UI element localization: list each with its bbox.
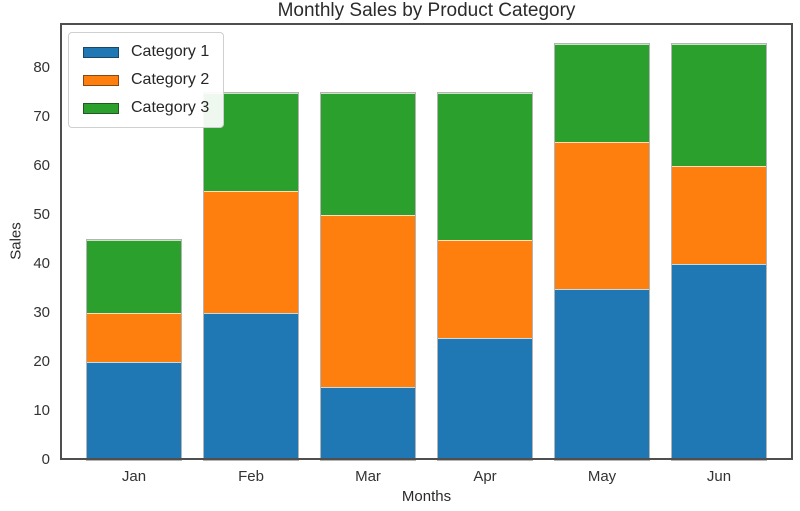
- legend-label: Category 2: [131, 71, 210, 88]
- x-tick-label: Apr: [473, 468, 497, 485]
- chart-title: Monthly Sales by Product Category: [277, 0, 576, 21]
- segment-category-2-may: [555, 141, 649, 289]
- y-axis-label: Sales: [7, 222, 25, 260]
- legend-item-category-2: Category 2: [83, 69, 209, 91]
- legend-swatch-icon: [83, 102, 119, 114]
- segment-category-2-feb: [204, 190, 298, 314]
- y-tick-label: 50: [33, 206, 50, 224]
- y-tick-label: 60: [33, 157, 50, 175]
- x-axis-label: Months: [401, 488, 452, 505]
- segment-category-3-mar: [321, 92, 415, 216]
- x-tick-label: Mar: [355, 468, 381, 485]
- legend-item-category-1: Category 1: [83, 41, 209, 63]
- y-tick-label: 70: [33, 108, 50, 126]
- x-tick-label: May: [587, 468, 617, 485]
- legend-swatch-icon: [83, 46, 119, 58]
- bar-apr: [437, 91, 533, 462]
- segment-category-1-feb: [204, 313, 298, 460]
- segment-category-3-jan: [87, 239, 181, 314]
- segment-category-1-jan: [87, 362, 181, 460]
- segment-category-1-apr: [438, 337, 532, 460]
- segment-category-2-jun: [672, 166, 766, 265]
- legend-swatch-icon: [83, 74, 119, 86]
- legend-label: Category 3: [131, 99, 210, 116]
- bar-feb: [203, 91, 299, 462]
- segment-category-1-jun: [672, 264, 766, 460]
- y-tick-label: 10: [33, 402, 50, 420]
- x-tick-label: Feb: [238, 468, 264, 485]
- legend-item-category-3: Category 3: [83, 97, 209, 119]
- bar-jan: [86, 238, 182, 462]
- legend: Category 1 Category 2 Category 3: [68, 32, 225, 128]
- bar-mar: [320, 91, 416, 462]
- y-tick-label: 80: [33, 59, 50, 77]
- legend-label: Category 1: [131, 43, 210, 60]
- y-tick-label: 0: [41, 451, 50, 468]
- bar-jun: [671, 42, 767, 462]
- segment-category-3-apr: [438, 92, 532, 240]
- x-tick-label: Jan: [121, 468, 147, 485]
- y-tick-label: 30: [33, 304, 50, 322]
- segment-category-2-jan: [87, 313, 181, 363]
- plot-area: Category 1 Category 2 Category 3: [60, 23, 793, 462]
- segment-category-1-may: [555, 288, 649, 460]
- y-tick-label: 40: [33, 255, 50, 273]
- bar-may: [554, 42, 650, 462]
- segment-category-2-mar: [321, 215, 415, 387]
- y-tick-label: 20: [33, 353, 50, 371]
- x-tick-label: Jun: [706, 468, 732, 485]
- segment-category-3-may: [555, 43, 649, 142]
- segment-category-3-jun: [672, 43, 766, 167]
- segment-category-2-apr: [438, 239, 532, 338]
- segment-category-1-mar: [321, 386, 415, 460]
